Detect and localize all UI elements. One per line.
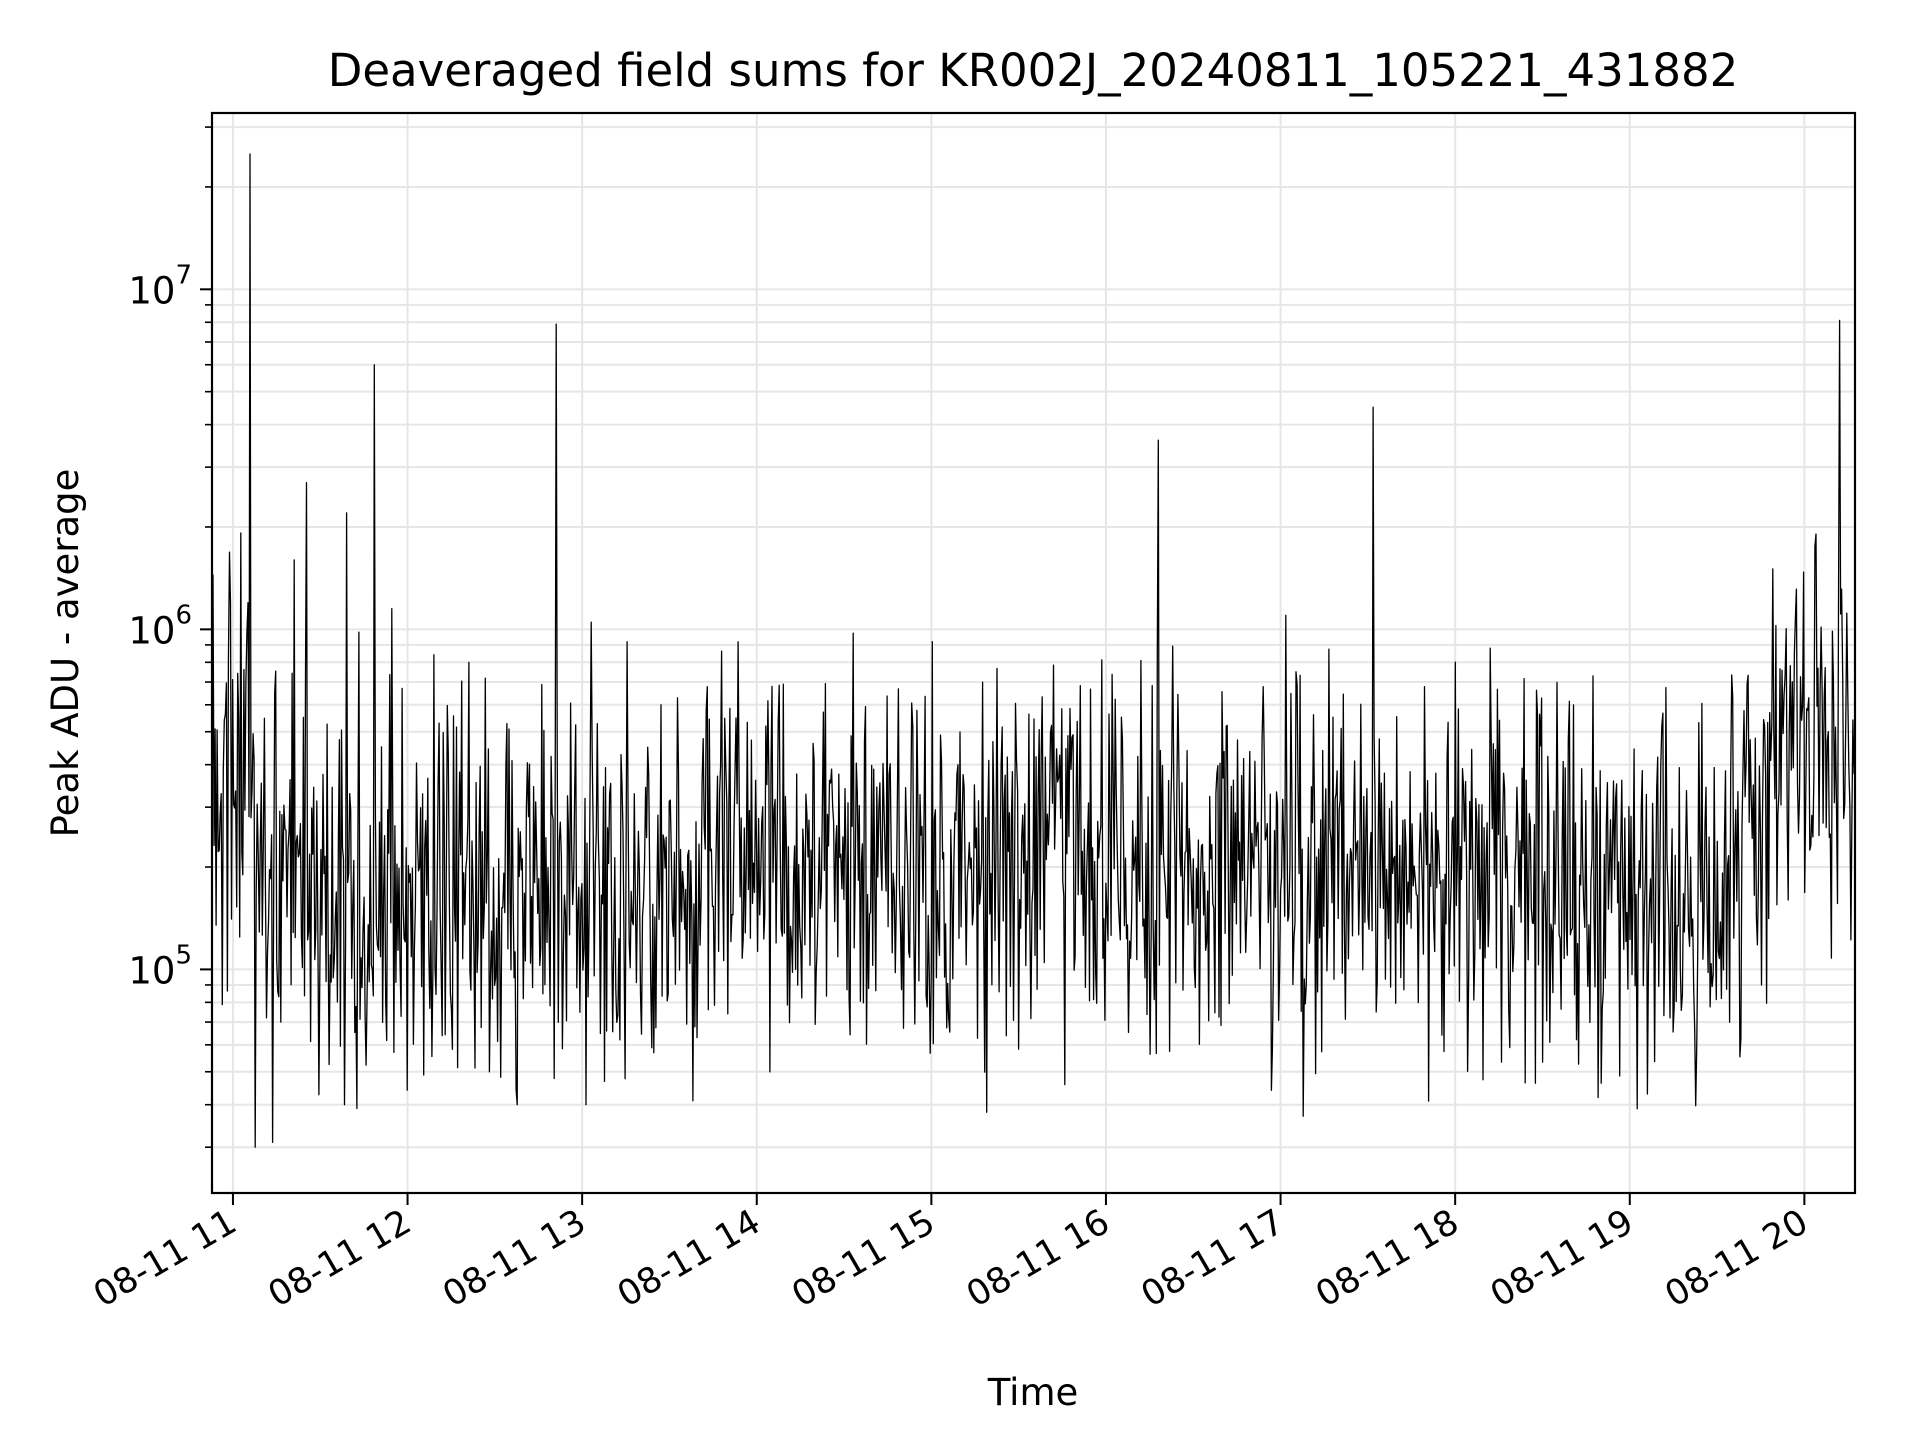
plot-area-frame xyxy=(210,111,1857,1195)
chart-title: Deaveraged field sums for KR002J_2024081… xyxy=(328,44,1739,97)
x-axis-label: Time xyxy=(987,1371,1079,1414)
series-peak-adu xyxy=(211,153,1856,1148)
series-line xyxy=(211,153,1856,1148)
y-axis-label: Peak ADU - average xyxy=(44,469,87,838)
